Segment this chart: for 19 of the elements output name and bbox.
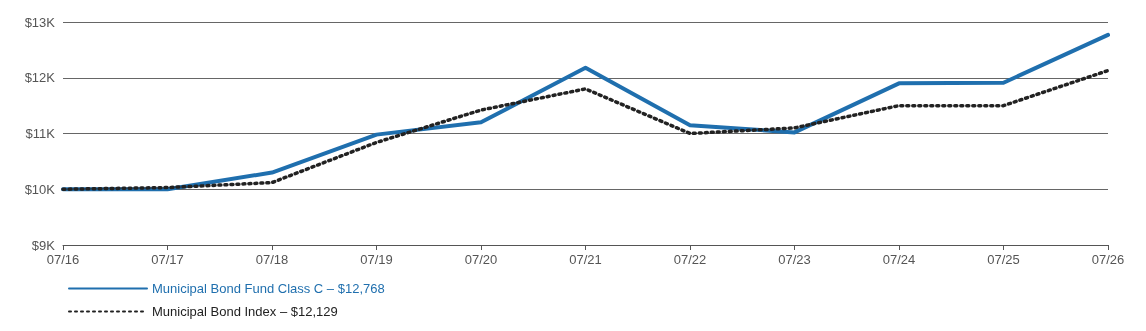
- y-tick-label: $11K: [25, 126, 56, 141]
- x-tick-label: 07/19: [360, 252, 393, 267]
- y-tick-label: $9K: [31, 237, 56, 253]
- x-tick-label: 07/18: [255, 252, 289, 267]
- x-tick-label: 07/25: [987, 252, 1020, 267]
- x-tick-label: 07/20: [464, 252, 498, 267]
- x-tick-label: 07/21: [569, 252, 602, 267]
- x-tick-label: 07/22: [673, 252, 707, 267]
- x-tick-label: 07/17: [151, 252, 184, 267]
- y-tick-label: $12K: [24, 70, 56, 86]
- y-tick-label: $10K: [24, 181, 56, 197]
- x-tick-label: 07/23: [778, 252, 811, 267]
- x-tick-label: 07/16: [46, 252, 80, 267]
- line-series: [61, 68, 1110, 191]
- x-tick-label: 07/26: [1091, 252, 1125, 267]
- x-tick-label: 07/24: [882, 252, 916, 267]
- text: Municipal Bond Fund Class C – $12,768: [152, 281, 385, 296]
- y-tick-label: $13K: [24, 14, 56, 30]
- text: Municipal Bond Index – $12,129: [152, 304, 338, 319]
